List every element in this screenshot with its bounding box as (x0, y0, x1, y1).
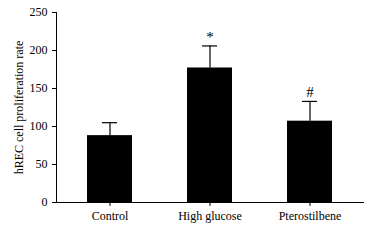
svg-text:250: 250 (30, 5, 48, 19)
svg-text:High glucose: High glucose (178, 209, 242, 223)
svg-text:150: 150 (30, 81, 48, 95)
svg-text:hREC cell proliferation rate: hREC cell proliferation rate (12, 41, 26, 175)
svg-text:Pterostilbene: Pterostilbene (279, 209, 342, 223)
svg-text:50: 50 (36, 157, 48, 171)
svg-text:200: 200 (30, 43, 48, 57)
svg-text:Control: Control (92, 209, 129, 223)
svg-text:0: 0 (42, 195, 48, 209)
svg-text:100: 100 (30, 119, 48, 133)
svg-text:*: * (206, 29, 214, 45)
svg-text:#: # (306, 84, 314, 100)
